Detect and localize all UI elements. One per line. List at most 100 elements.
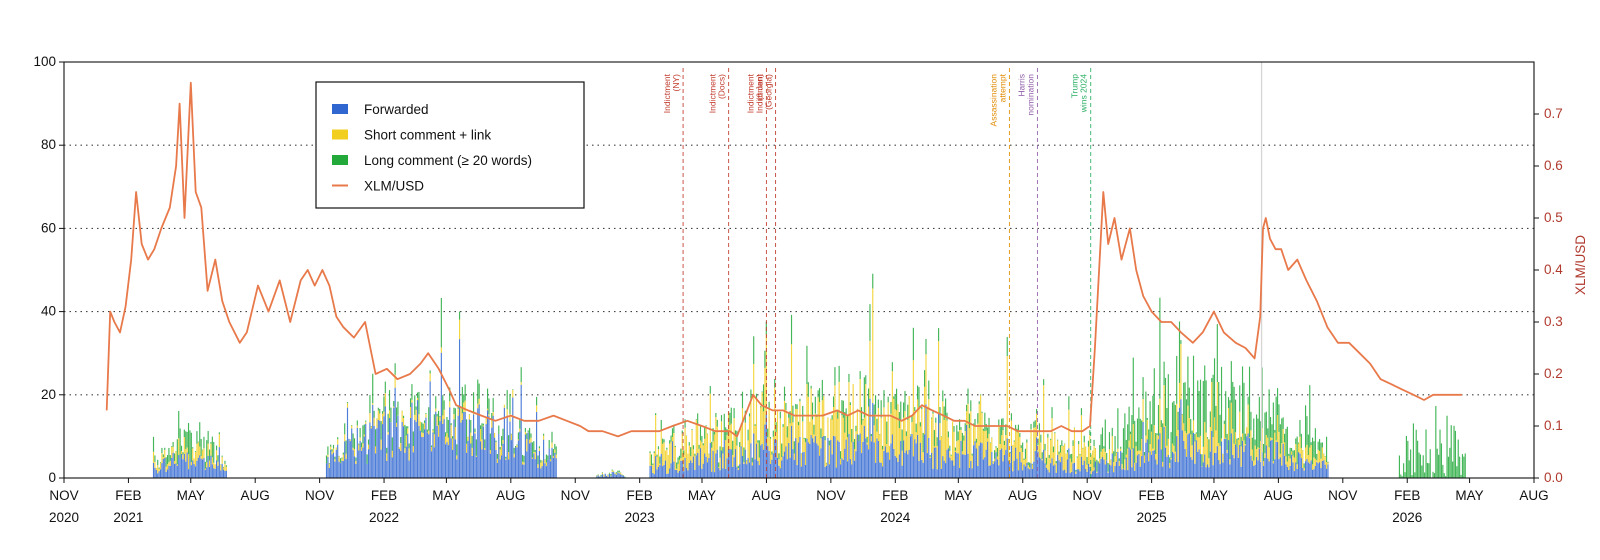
bar-forwarded [1122,468,1125,478]
bar-long-comment [1162,423,1164,462]
bar-short-comment [964,431,966,455]
bar-forwarded [344,441,346,478]
bar-long-comment [905,431,907,436]
bar-short-comment [1148,452,1150,462]
bar-long-comment [999,427,1001,445]
bar-forwarded [1038,457,1041,478]
bar-long-comment [1068,396,1070,410]
bar-short-comment [968,428,970,468]
bar-forwarded [1150,454,1153,478]
bar-forwarded [543,439,545,478]
bar-forwarded [197,457,199,478]
bar-forwarded [519,431,521,478]
bar-long-comment [1066,450,1069,453]
bar-forwarded [994,461,996,478]
bar-long-comment [1250,411,1252,431]
bar-long-comment [346,402,349,404]
bar-long-comment [550,455,552,460]
bar-short-comment [790,344,793,426]
bar-short-comment [1323,453,1325,461]
bar-long-comment [1113,451,1115,463]
bar-long-comment [666,447,668,450]
bar-long-comment [867,388,870,407]
bar-forwarded [1307,462,1309,478]
bar-forwarded [903,440,905,478]
bar-forwarded [222,469,225,478]
bar-short-comment [429,373,431,382]
bar-forwarded [1306,458,1308,478]
bar-long-comment [855,425,857,432]
bar-forwarded [914,439,916,478]
bar-long-comment [760,406,762,408]
bar-short-comment [1181,414,1183,431]
bar-short-comment [614,473,616,474]
bar-long-comment [669,440,671,444]
bar-short-comment [537,464,539,468]
bar-long-comment [1093,457,1095,468]
bar-long-comment [519,419,521,429]
bar-long-comment [762,384,765,412]
bar-forwarded [1267,458,1269,478]
bar-long-comment [1052,446,1055,453]
bar-long-comment [169,455,171,461]
bar-long-comment [552,449,554,456]
bar-forwarded [439,421,441,478]
bar-short-comment [1187,405,1189,435]
bar-forwarded [715,453,717,478]
bar-short-comment [931,418,933,453]
right-tick-label: 0.5 [1544,210,1563,225]
bar-forwarded [384,406,386,478]
bar-forwarded [402,426,405,478]
bar-forwarded [786,459,788,478]
bar-long-comment [942,390,944,402]
bar-forwarded [692,456,695,478]
bar-forwarded [178,454,180,478]
bar-short-comment [435,408,437,412]
bar-forwarded [1016,458,1018,478]
bar-long-comment [1097,461,1099,463]
bar-long-comment [753,336,755,364]
bar-forwarded [175,463,177,478]
bar-forwarded [1274,459,1276,478]
bar-short-comment [610,475,612,477]
bar-forwarded [1015,447,1017,478]
bar-long-comment [374,429,377,447]
bar-short-comment [386,453,388,461]
bar-long-comment [600,474,602,477]
bar-forwarded [1012,471,1014,478]
bar-short-comment [1128,440,1130,448]
bar-forwarded [936,469,938,478]
bar-short-comment [193,458,195,465]
bar-long-comment [1146,417,1148,420]
bar-forwarded [331,454,333,478]
bar-forwarded [206,467,208,478]
bar-forwarded [547,459,549,478]
bar-forwarded [432,432,434,478]
bar-short-comment [879,434,881,463]
bar-forwarded [1080,456,1083,478]
bar-long-comment [154,455,156,462]
bar-forwarded [1303,470,1305,478]
bar-short-comment [754,425,756,460]
bar-long-comment [409,398,412,408]
bar-long-comment [1135,441,1137,447]
bar-long-comment [421,422,423,433]
bar-long-comment [439,416,441,418]
bar-long-comment [970,400,972,412]
bar-forwarded [442,423,444,478]
bar-forwarded [838,441,840,478]
x-tick-month: FEB [115,488,141,503]
bar-long-comment [975,438,977,443]
bar-forwarded [477,408,479,478]
bar-short-comment [1243,440,1245,452]
bar-forwarded [207,455,209,478]
bar-short-comment [1174,451,1176,462]
bar-short-comment [873,425,875,443]
bar-forwarded [1236,447,1238,478]
bar-short-comment [458,319,461,340]
bar-short-comment [387,432,389,435]
bar-forwarded [732,466,734,478]
bar-forwarded [1096,472,1098,478]
bar-short-comment [412,446,414,453]
bar-forwarded [1054,464,1056,478]
